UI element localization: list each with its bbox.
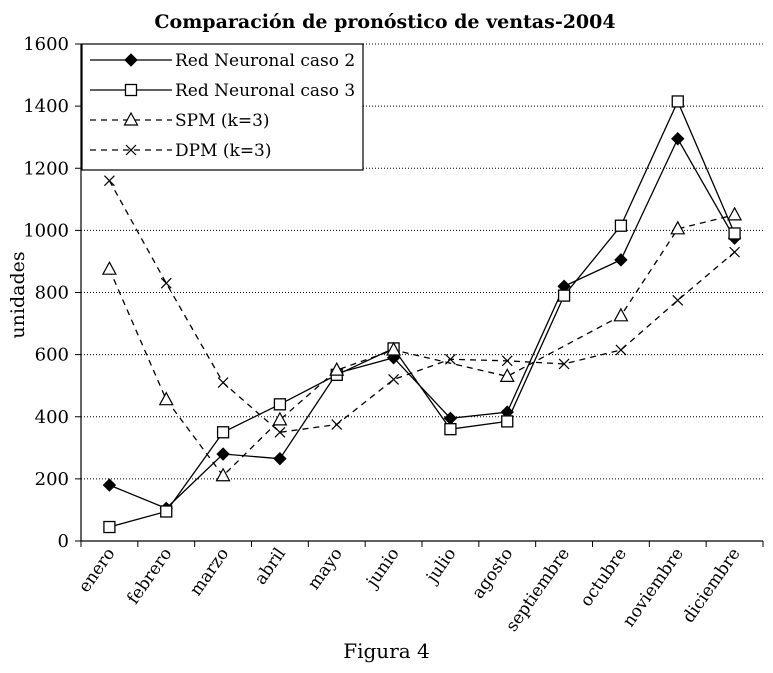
- data-point: [388, 374, 400, 385]
- data-point: [499, 368, 515, 382]
- data-point-stroke: [672, 294, 684, 306]
- y-tick-label: 1200: [23, 158, 69, 179]
- x-tick-label: junio: [362, 544, 404, 592]
- data-point: [671, 132, 685, 146]
- legend-label: Red Neuronal caso 2: [175, 51, 355, 71]
- series: [103, 95, 741, 534]
- data-point: [614, 219, 628, 232]
- data-point: [215, 467, 231, 482]
- legend-label: SPM (k=3): [175, 111, 270, 131]
- figure-caption: Figura 4: [343, 639, 430, 663]
- y-axis-label: unidades: [7, 251, 29, 338]
- data-point: [615, 344, 627, 356]
- x-tick-label: julio: [422, 544, 461, 588]
- y-tick-label: 1600: [23, 34, 69, 55]
- data-point-stroke: [217, 377, 229, 389]
- data-point: [123, 111, 139, 126]
- series-line: [108, 180, 736, 433]
- data-point: [124, 83, 138, 97]
- data-point: [217, 377, 229, 389]
- data-point-stroke: [103, 175, 115, 187]
- x-tick-label: agosto: [468, 544, 517, 602]
- data-point: [103, 520, 116, 534]
- data-point: [386, 341, 402, 356]
- data-point: [501, 415, 514, 428]
- data-point: [216, 447, 230, 461]
- chart-title: Comparación de pronóstico de ventas-2004: [154, 11, 615, 33]
- data-point: [124, 53, 138, 67]
- legend-label: Red Neuronal caso 3: [175, 81, 355, 101]
- data-point: [160, 277, 172, 289]
- data-point: [444, 423, 457, 436]
- series-line: [108, 214, 735, 477]
- data-point: [103, 175, 115, 187]
- series: [103, 175, 741, 438]
- series: [101, 206, 743, 482]
- data-point: [671, 95, 684, 108]
- x-tick-label: febrero: [123, 544, 176, 608]
- data-point: [216, 426, 230, 439]
- data-point-stroke: [444, 353, 456, 365]
- data-point: [329, 361, 345, 376]
- data-point: [102, 478, 117, 492]
- data-point-stroke: [125, 144, 137, 156]
- y-tick-label: 200: [35, 469, 69, 490]
- legend-label: DPM (k=3): [175, 141, 272, 161]
- data-point: [272, 411, 288, 426]
- y-tick-label: 1000: [23, 220, 69, 241]
- x-tick-label: abril: [251, 544, 290, 588]
- data-point: [672, 294, 684, 306]
- legend-box: [81, 43, 364, 171]
- x-tick-label: octubre: [576, 544, 631, 610]
- x-tick-label: enero: [75, 544, 120, 596]
- data-point: [444, 353, 456, 365]
- data-point: [614, 253, 628, 267]
- data-point: [729, 246, 741, 258]
- series: [102, 132, 742, 516]
- series-group: [101, 95, 743, 534]
- data-point-stroke: [274, 426, 286, 438]
- data-point: [273, 398, 287, 411]
- data-point: [125, 144, 137, 156]
- data-point-stroke: [729, 246, 741, 258]
- x-tick-label: mayo: [304, 544, 347, 593]
- data-point: [670, 220, 686, 235]
- data-point-stroke: [558, 358, 570, 370]
- data-point: [101, 260, 117, 275]
- data-point: [273, 451, 287, 466]
- data-point: [331, 419, 343, 430]
- y-tick-label: 0: [58, 531, 69, 552]
- x-tick-label: marzo: [186, 544, 233, 599]
- y-tick-label: 600: [35, 345, 69, 366]
- data-point-stroke: [388, 374, 400, 385]
- data-point-stroke: [501, 355, 513, 367]
- y-tick-label: 400: [35, 407, 69, 428]
- data-point-stroke: [331, 419, 343, 430]
- x-tick-label: diciembre: [679, 544, 745, 626]
- y-tick-label: 1400: [23, 96, 69, 117]
- data-point-stroke: [160, 277, 172, 289]
- data-point: [501, 355, 513, 367]
- data-point: [558, 358, 570, 370]
- data-point: [728, 227, 741, 240]
- data-point: [613, 307, 629, 322]
- data-point: [274, 426, 286, 438]
- legend: Red Neuronal caso 2 Red Neuronal caso 3 SP…: [81, 43, 364, 171]
- series-line: [109, 137, 736, 510]
- series-line: [109, 99, 736, 528]
- data-point: [727, 206, 743, 221]
- data-point: [160, 505, 173, 518]
- data-point: [158, 391, 174, 406]
- y-tick-label: 800: [35, 283, 69, 304]
- data-point: [557, 289, 571, 302]
- data-point-stroke: [615, 344, 627, 356]
